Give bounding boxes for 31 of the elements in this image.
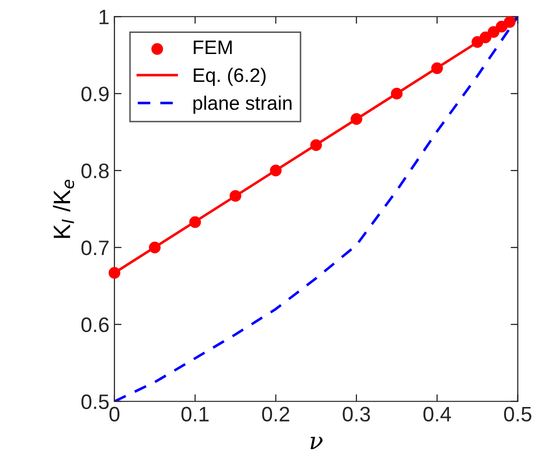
y-tick-label: 0.9	[81, 86, 109, 102]
point	[488, 26, 500, 38]
legend-label: FEM	[194, 40, 232, 54]
y-tick-label: 0.7	[81, 240, 109, 256]
x-tick-label: 0.3	[342, 406, 370, 422]
x-tick-label: 0.2	[262, 406, 290, 422]
legend-label: Eq. (6.2)	[194, 68, 266, 86]
x-tick-label: 0.1	[181, 406, 209, 422]
point	[390, 88, 403, 100]
point	[148, 242, 161, 254]
point	[480, 32, 492, 44]
y-tick-label: 1	[100, 10, 109, 24]
point	[310, 139, 322, 151]
x-tick-label: 0	[109, 406, 120, 422]
line-series	[114, 16, 518, 402]
point	[431, 62, 443, 74]
point	[496, 20, 508, 32]
point	[230, 190, 242, 202]
point	[189, 216, 201, 228]
point	[108, 267, 120, 279]
y-tick-label: 0.8	[81, 164, 109, 178]
legend-label: plane strain	[193, 96, 292, 114]
x-axis-title: ν	[310, 436, 323, 450]
x-tick-label: 0.5	[504, 406, 532, 422]
y-axis-title: K$_{I}$ /K$_{e}$	[52, 180, 74, 238]
y-tick-label: 0.6	[81, 317, 109, 332]
point	[472, 36, 484, 48]
y-tick-label: 0.5	[81, 394, 109, 410]
point	[270, 164, 282, 176]
x-tick-label: 0.4	[423, 406, 451, 422]
point	[350, 113, 362, 125]
